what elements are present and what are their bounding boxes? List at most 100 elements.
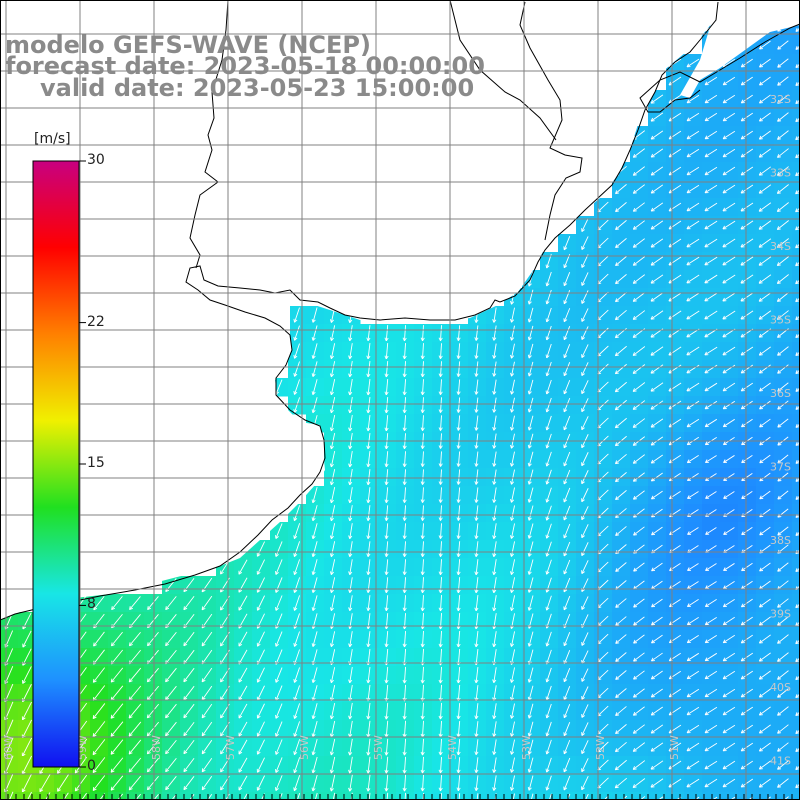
wind-arrow — [795, 135, 800, 141]
wind-arrow — [740, 94, 753, 104]
wind-arrow — [438, 397, 443, 413]
wind-arrow — [581, 398, 589, 413]
wind-arrow — [456, 397, 461, 413]
wind-arrow — [758, 256, 772, 266]
wind-arrow — [402, 397, 407, 414]
wind-arrow — [581, 380, 589, 395]
wind-cell — [792, 18, 800, 37]
wind-arrow — [563, 469, 571, 485]
wind-arrow — [795, 63, 800, 68]
wind-arrow — [581, 254, 589, 268]
wind-arrow — [704, 130, 718, 140]
wind-arrow — [632, 292, 646, 302]
wind-cell — [18, 792, 37, 800]
colorbar-tick-label: 8 — [87, 596, 96, 613]
wind-arrow — [704, 382, 718, 392]
wind-arrow — [632, 274, 646, 284]
wind-arrow — [777, 400, 789, 410]
wind-arrow — [614, 399, 627, 411]
wind-cell — [792, 162, 800, 181]
wind-arrow — [545, 397, 552, 413]
wind-arrow — [759, 418, 771, 428]
wind-arrow — [776, 256, 789, 266]
wind-arrow — [758, 364, 771, 374]
wind-arrow — [438, 325, 443, 342]
wind-arrow — [758, 274, 772, 284]
wind-arrow — [438, 469, 443, 485]
wind-arrow — [776, 292, 789, 302]
wind-arrow — [740, 166, 754, 176]
wind-arrow — [795, 225, 800, 231]
wind-cell — [792, 342, 800, 361]
wind-arrow — [740, 202, 754, 212]
wind-cell — [126, 792, 145, 800]
colorbar-tick-label: 22 — [87, 313, 105, 330]
wind-arrow — [722, 310, 736, 320]
wind-cell — [792, 324, 800, 343]
wind-arrow — [722, 202, 736, 212]
wind-arrow — [686, 238, 700, 248]
wind-arrow — [795, 207, 800, 213]
wind-arrow — [632, 400, 646, 410]
wind-arrow — [795, 279, 800, 285]
wind-arrow — [438, 451, 443, 467]
wind-arrow — [329, 325, 336, 341]
wind-arrow — [329, 450, 336, 468]
wind-arrow — [329, 343, 336, 360]
wind-cell — [738, 792, 757, 800]
wind-arrow — [348, 414, 353, 432]
wind-arrow — [632, 364, 646, 374]
wind-arrow — [311, 379, 318, 396]
wind-arrow — [758, 130, 771, 140]
wind-cell — [792, 234, 800, 253]
wind-arrow — [795, 261, 800, 267]
wind-cell — [792, 540, 800, 559]
wind-cell — [792, 666, 800, 685]
wind-arrow — [650, 400, 664, 410]
wind-arrow — [581, 470, 589, 485]
lat-label: 36S — [770, 387, 791, 400]
wind-arrow — [456, 451, 461, 467]
wind-arrow — [686, 400, 700, 410]
wind-arrow — [474, 325, 479, 341]
wind-arrow — [650, 94, 664, 104]
wind-arrow — [615, 184, 627, 195]
wind-arrow — [795, 81, 800, 86]
wind-cell — [792, 792, 800, 800]
wind-cell — [540, 792, 559, 800]
wind-arrow — [456, 469, 461, 485]
wind-arrow — [510, 307, 515, 323]
wind-arrow — [686, 202, 700, 212]
wind-arrow — [758, 220, 772, 230]
wind-arrow — [704, 256, 718, 266]
wind-arrow — [614, 345, 627, 357]
wind-arrow — [776, 166, 789, 176]
wind-cell — [792, 522, 800, 541]
wind-arrow — [758, 310, 772, 320]
wind-cell — [792, 198, 800, 217]
wind-arrow — [348, 325, 353, 342]
colorbar — [32, 160, 86, 768]
wind-arrow — [795, 405, 800, 410]
wind-arrow — [795, 117, 800, 123]
wind-arrow — [293, 325, 300, 341]
wind-cell — [774, 792, 793, 800]
wind-arrow — [581, 236, 589, 250]
wind-arrow — [758, 238, 772, 248]
wind-arrow — [632, 256, 645, 266]
wind-arrow — [420, 415, 425, 431]
lat-label: 32S — [770, 93, 791, 106]
lon-label: 56W — [298, 735, 311, 760]
wind-cell — [792, 774, 800, 793]
wind-arrow — [456, 415, 461, 431]
wind-arrow — [563, 344, 571, 359]
wind-arrow — [632, 382, 646, 392]
wind-arrow — [758, 166, 772, 176]
wind-arrow — [777, 40, 789, 50]
wind-arrow — [632, 166, 645, 176]
wind-arrow — [527, 379, 534, 395]
wind-cell — [36, 792, 55, 800]
wind-arrow — [686, 310, 700, 320]
wind-arrow — [722, 238, 736, 248]
wind-arrow — [686, 220, 700, 230]
